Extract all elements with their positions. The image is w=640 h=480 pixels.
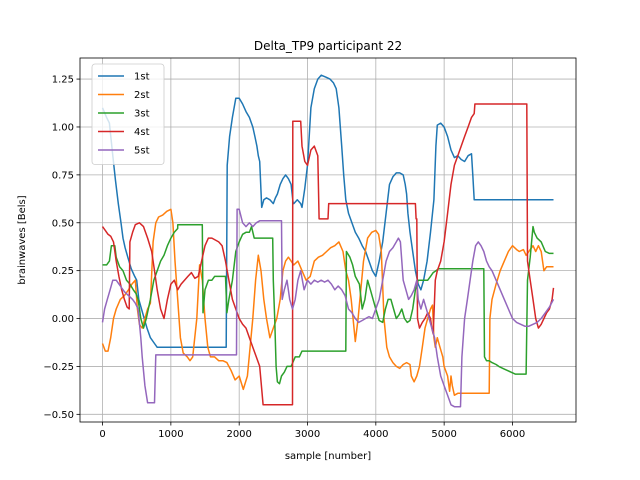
- series-line-4st: [101, 103, 555, 406]
- series-line-5st: [101, 208, 555, 408]
- series-line-3st: [102, 223, 554, 385]
- y-tick-label: 1.25: [52, 75, 74, 86]
- x-tick-label: 3000: [295, 429, 320, 440]
- x-tick-label: 0: [99, 429, 105, 440]
- legend-label-4st: 4st: [134, 127, 150, 138]
- x-axis-label: sample [number]: [285, 451, 371, 462]
- legend-label-5st: 5st: [134, 146, 150, 157]
- y-tick-label: 0.50: [52, 218, 74, 229]
- legend: 1st 2st 3st 4st 5st: [91, 63, 165, 165]
- y-tick-label: 0.25: [52, 266, 74, 277]
- x-tick-label: 5000: [431, 429, 456, 440]
- x-tick-label: 4000: [363, 429, 388, 440]
- x-tick-label: 6000: [500, 429, 525, 440]
- y-tick-label: 1.00: [52, 122, 74, 133]
- y-tick-label: −0.25: [43, 362, 74, 373]
- series-line-1st: [101, 74, 554, 349]
- y-tick-label: 0.00: [52, 314, 74, 325]
- chart-title: Delta_TP9 participant 22: [254, 39, 402, 53]
- legend-label-2st: 2st: [134, 90, 150, 101]
- series-line-2st: [101, 208, 554, 396]
- x-tick-label: 2000: [226, 429, 251, 440]
- y-tick-label: 0.75: [52, 170, 74, 181]
- y-axis-label: brainwaves [Bels]: [17, 195, 28, 284]
- axis-ticks: 0 1000 2000 3000 4000 5000 6000 −0.50 −0.25 0.00 0…: [43, 75, 525, 440]
- legend-label-3st: 3st: [134, 109, 150, 120]
- legend-label-1st: 1st: [134, 72, 150, 83]
- y-tick-label: −0.50: [43, 410, 74, 421]
- x-tick-label: 1000: [158, 429, 183, 440]
- series-layer: [101, 74, 555, 408]
- plot-frame: [79, 57, 577, 423]
- legend-box: [91, 63, 165, 165]
